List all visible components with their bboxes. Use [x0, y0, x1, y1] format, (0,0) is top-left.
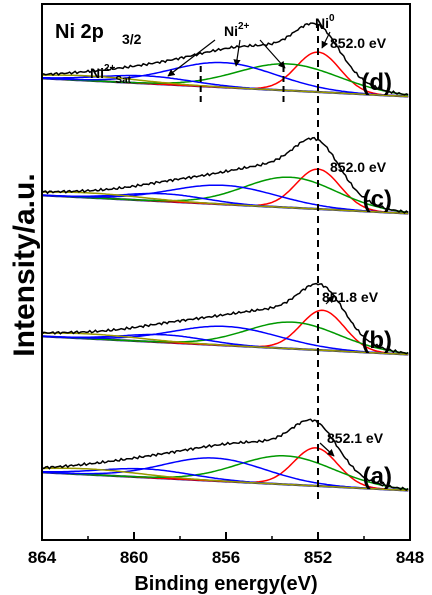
panel-4: (a) 852.1 eV — [41, 418, 409, 492]
x-axis: 864 860 856 852 848 — [28, 532, 424, 567]
x-tick-label: 852 — [304, 548, 332, 567]
peak-green-2 — [41, 176, 409, 214]
chart-title-sub: 3/2 — [122, 31, 142, 47]
chart-title: Ni 2p — [55, 21, 104, 43]
reference-lines — [199, 24, 319, 500]
peak-satellite-5 — [42, 191, 409, 215]
peak-green-2 — [41, 321, 409, 355]
ni2-label: Ni2+ — [224, 21, 250, 39]
peak-satellite-5 — [42, 74, 409, 98]
panel-label: (b) — [361, 327, 392, 354]
x-axis-label: Binding energy(eV) — [134, 573, 317, 595]
panel-label: (c) — [363, 186, 392, 213]
b-peak-arrow — [325, 295, 335, 305]
peak-satellite-5 — [42, 467, 409, 492]
ni0-arrow — [321, 31, 331, 49]
peak-green-2 — [41, 63, 409, 96]
peak-green-2 — [41, 455, 409, 491]
ni2-arrow-2 — [233, 39, 241, 67]
annotation-arrows — [167, 31, 335, 457]
panel-2: (c) 852.0 eV — [41, 136, 409, 215]
envelope-line — [41, 418, 409, 492]
peak-satellite-5 — [42, 332, 409, 356]
peak-blue-3 — [42, 457, 409, 492]
envelope-line — [41, 282, 409, 355]
ni2-arrow-3 — [259, 39, 286, 69]
peak-energy-label: 851.8 eV — [322, 289, 379, 305]
envelope-line — [41, 136, 409, 214]
peak-blue-3 — [41, 184, 409, 215]
panels-group: (d) 852.0 eV (c) 852.0 eV (b) 851.8 eV (a) 852.… — [41, 22, 409, 492]
panel-label: (d) — [361, 69, 392, 96]
peak-energy-label: 852.0 eV — [330, 159, 387, 175]
x-tick-label: 860 — [120, 548, 148, 567]
envelope-line — [41, 22, 409, 96]
panel-3: (b) 851.8 eV — [41, 282, 409, 356]
peak-energy-label: 852.1 eV — [327, 430, 384, 446]
peak-blue-3 — [41, 325, 409, 356]
a-peak-arrow — [319, 442, 335, 457]
x-tick-label: 848 — [396, 548, 424, 567]
panel-label: (a) — [363, 463, 392, 490]
x-tick-label: 856 — [212, 548, 240, 567]
ni0-label: Ni0 — [315, 13, 335, 31]
x-tick-label: 864 — [28, 548, 57, 567]
ni2-arrow-1 — [167, 39, 216, 77]
peak-energy-label: 852.0 eV — [330, 35, 387, 51]
peak-blue-3 — [42, 61, 409, 98]
y-axis-label: Intensity/a.u. — [8, 173, 41, 356]
ni-sat-label: Ni2+Sat — [90, 63, 132, 86]
panel-1: (d) 852.0 eV — [41, 22, 409, 98]
